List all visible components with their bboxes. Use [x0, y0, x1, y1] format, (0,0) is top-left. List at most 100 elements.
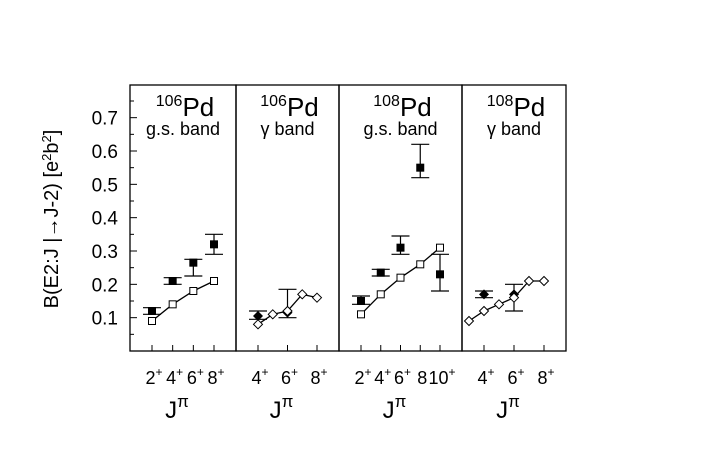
x-axis-label-pi: π — [177, 392, 189, 411]
data-point-theory — [357, 310, 365, 319]
theory-line — [468, 280, 544, 322]
nucleus-mass-number: 108 — [487, 93, 514, 110]
data-point-theory — [493, 299, 505, 310]
y-axis-label-part: b — [41, 142, 63, 153]
data-point-theory — [376, 290, 385, 299]
data-point-theory — [267, 309, 278, 320]
data-point-experiment — [479, 289, 489, 300]
nucleus-mass-number: 108 — [373, 93, 400, 110]
x-tick-label-number: 6 — [394, 368, 404, 388]
data-point-experiment — [396, 243, 405, 252]
panel-title-nucleus: 106Pd — [156, 92, 215, 122]
y-tick-label: 0.3 — [92, 242, 118, 263]
x-tick-label-parity: + — [384, 365, 391, 379]
x-tick-label-number: 10 — [428, 368, 448, 388]
x-tick-label-number: 8 — [310, 368, 320, 388]
panel-title-band: g.s. band — [146, 119, 220, 139]
panel-title-nucleus: 108Pd — [373, 92, 432, 122]
data-point-theory — [508, 292, 520, 303]
panel-title-nucleus: 106Pd — [260, 92, 319, 122]
x-tick-label-parity: + — [262, 365, 269, 379]
data-point-theory — [311, 292, 323, 303]
data-point-theory — [478, 305, 490, 317]
data-point-theory — [168, 300, 177, 309]
x-tick-label: 6+ — [187, 365, 204, 388]
x-axis-label-j: J — [165, 397, 177, 424]
y-tick-label: 0.7 — [92, 109, 118, 130]
data-point-theory — [148, 317, 156, 326]
x-tick-label-number: 8 — [207, 368, 217, 388]
y-axis-label-part: J-2) [e — [41, 161, 63, 218]
x-tick-label: 2+ — [354, 365, 371, 388]
x-tick-label: 8 — [417, 368, 427, 388]
x-axis-label-j: J — [270, 397, 282, 424]
panel-title-nucleus: 108Pd — [487, 92, 546, 122]
x-tick-label: 8+ — [537, 365, 554, 388]
x-tick-label: 6+ — [281, 365, 298, 388]
panel-title-band: g.s. band — [363, 119, 437, 139]
nucleus-element: Pd — [513, 92, 545, 122]
data-point-experiment — [357, 297, 365, 306]
x-axis-label-j: J — [383, 397, 395, 424]
x-tick-label-parity: + — [197, 365, 204, 379]
x-tick-label-number: 6 — [507, 368, 517, 388]
y-axis-label: B(E2:J |→J-2) [e2b2] — [39, 130, 64, 309]
x-axis-label: Jπ — [496, 392, 520, 424]
y-tick-label: 0.2 — [92, 275, 118, 296]
x-tick-label: 4+ — [166, 365, 183, 388]
x-tick-label-number: 4 — [251, 368, 261, 388]
data-point-experiment — [376, 268, 385, 277]
y-tick-label: 0.4 — [92, 209, 119, 230]
nucleus-element: Pd — [182, 92, 214, 122]
x-tick-label: 8+ — [207, 365, 224, 388]
x-axis-label-pi: π — [508, 392, 520, 411]
data-point-experiment — [148, 307, 156, 316]
x-tick-label-number: 6 — [187, 368, 197, 388]
x-tick-label-number: 4 — [374, 368, 384, 388]
x-tick-label-parity: + — [449, 365, 456, 379]
y-axis-label-part: B(E2:J — [41, 243, 63, 309]
nucleus-mass-number: 106 — [156, 93, 183, 110]
data-point-experiment — [416, 163, 425, 172]
x-tick-label-number: 2 — [354, 368, 364, 388]
data-point-theory — [189, 287, 198, 296]
data-point-experiment — [168, 277, 177, 286]
data-point-experiment — [210, 240, 218, 249]
data-point-theory — [297, 289, 308, 300]
data-point-theory — [523, 275, 535, 287]
y-axis-label-arrow: |→ — [41, 218, 63, 243]
x-axis-label: Jπ — [270, 392, 294, 424]
x-tick-label-number: 2 — [145, 368, 155, 388]
nucleus-element: Pd — [400, 92, 432, 122]
data-point-theory — [436, 243, 444, 252]
x-tick-label-parity: + — [176, 365, 183, 379]
x-tick-label-parity: + — [548, 365, 555, 379]
x-tick-label-number: 8 — [417, 368, 427, 388]
x-tick-label: 6+ — [394, 365, 411, 388]
data-point-theory — [416, 260, 425, 269]
x-tick-label: 4+ — [374, 365, 391, 388]
x-tick-label-parity: + — [488, 365, 495, 379]
y-tick-label: 0.6 — [92, 142, 118, 163]
y-axis-label-sup: 2 — [39, 135, 54, 142]
theory-line — [151, 280, 215, 322]
x-tick-label-parity: + — [518, 365, 525, 379]
data-point-theory — [252, 319, 264, 330]
y-axis-label-part: ] — [41, 130, 63, 136]
x-axis-label-pi: π — [395, 392, 407, 411]
x-axis-label-j: J — [496, 397, 508, 424]
data-point-theory — [463, 315, 475, 327]
y-tick-label: 0.1 — [92, 309, 118, 330]
x-tick-label-number: 6 — [281, 368, 291, 388]
x-tick-label-parity: + — [321, 365, 328, 379]
x-axis-label: Jπ — [383, 392, 407, 424]
data-point-theory — [282, 305, 293, 317]
panel-title-band: γ band — [260, 119, 314, 139]
x-tick-label: 6+ — [507, 365, 524, 388]
